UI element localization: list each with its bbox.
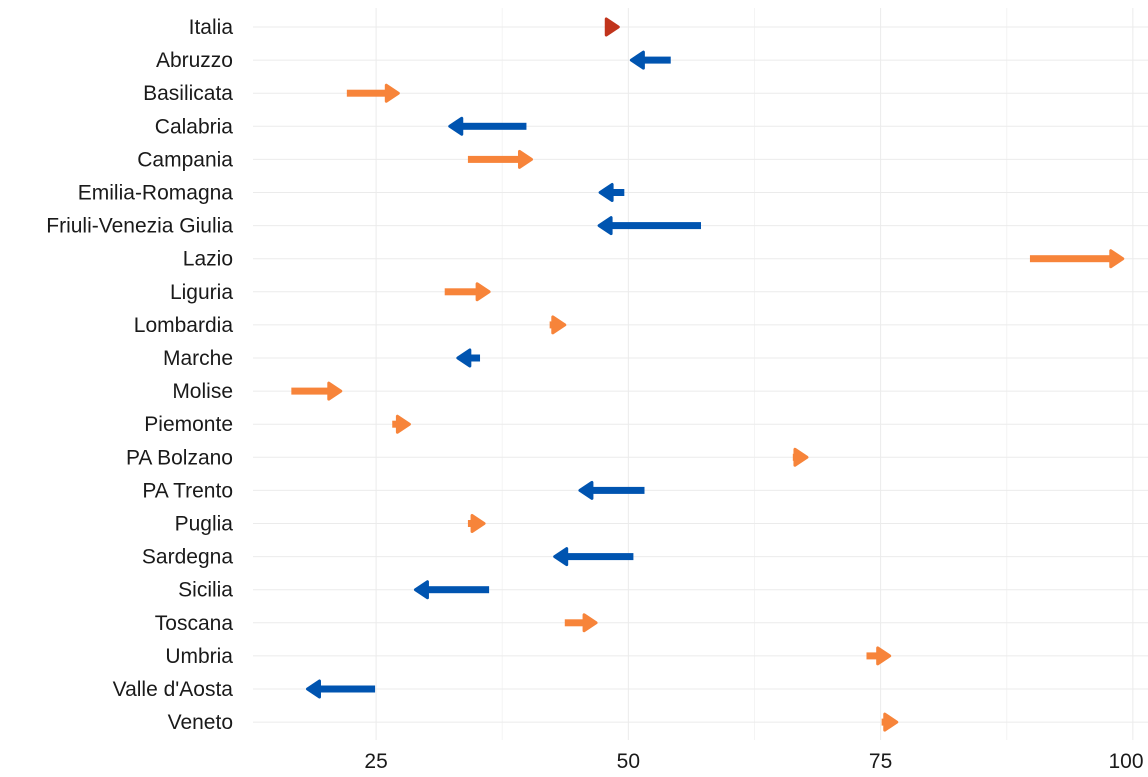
arrow-shaft: [444, 288, 478, 296]
category-label: Marche: [163, 347, 233, 370]
arrow-shaft: [427, 586, 490, 594]
arrow-shaft: [346, 89, 387, 97]
arrow-head: [456, 348, 472, 368]
category-label: Piemonte: [144, 413, 233, 436]
arrow-liguria: [444, 282, 491, 302]
arrow-shaft: [611, 222, 702, 230]
arrow-molise: [291, 381, 343, 401]
arrow-shaft: [643, 56, 671, 64]
category-label: Lazio: [183, 248, 233, 271]
arrow-shaft: [467, 520, 473, 527]
arrow-sardegna: [553, 547, 634, 567]
arrow-lombardia: [549, 315, 567, 335]
arrows: [291, 17, 1125, 732]
category-label: Puglia: [175, 513, 234, 536]
arrow-head: [395, 414, 411, 434]
arrow-shaft: [467, 155, 520, 163]
x-tick-label: 75: [869, 750, 892, 773]
arrow-head: [413, 580, 429, 600]
arrow-head: [578, 480, 594, 500]
category-label: Abruzzo: [156, 49, 233, 72]
arrow-head: [384, 83, 400, 103]
arrow-head: [876, 646, 892, 666]
category-label: Veneto: [168, 711, 233, 734]
arrow-shaft: [1029, 255, 1111, 263]
arrow-head: [470, 514, 486, 533]
x-tick-label: 25: [364, 750, 387, 773]
arrow-head: [1109, 249, 1125, 269]
category-label: PA Trento: [142, 479, 233, 502]
category-label: Toscana: [155, 612, 234, 635]
arrow-shaft: [461, 122, 527, 130]
arrow-basilicata: [346, 83, 400, 103]
grid: [253, 8, 1148, 740]
arrow-head: [517, 149, 533, 169]
category-label: Italia: [189, 16, 234, 39]
category-label: Sicilia: [178, 579, 233, 602]
arrow-friuli-venezia-giulia: [597, 216, 702, 236]
arrow-head: [598, 183, 614, 202]
x-tick-label: 100: [1108, 750, 1143, 773]
arrow-italia: [604, 17, 620, 37]
arrow-veneto: [881, 712, 899, 732]
category-label: Calabria: [155, 115, 234, 138]
x-tick-labels: 25 50 75 100: [364, 750, 1143, 773]
arrow-lazio: [1029, 249, 1125, 269]
arrow-head: [629, 50, 645, 70]
arrow-pa-bolzano: [792, 447, 809, 467]
arrow-shaft: [319, 685, 376, 693]
category-label: Molise: [172, 380, 233, 403]
arrow-head: [582, 613, 598, 633]
arrow-head: [553, 547, 569, 567]
category-label: PA Bolzano: [126, 446, 233, 469]
arrow-emilia-romagna: [598, 183, 625, 202]
arrow-pa-trento: [578, 480, 645, 500]
arrow-campania: [467, 149, 533, 169]
arrow-head: [475, 282, 491, 302]
arrow-head: [597, 216, 613, 236]
arrow-valle-d-aosta: [305, 679, 376, 699]
arrow-shaft: [612, 189, 625, 196]
category-label: Campania: [137, 148, 233, 171]
arrow-shaft: [566, 553, 634, 561]
category-label: Lombardia: [134, 314, 234, 337]
arrow-abruzzo: [629, 50, 671, 70]
arrow-marche: [456, 348, 481, 368]
arrow-head: [793, 447, 809, 467]
category-label: Emilia-Romagna: [78, 182, 234, 205]
arrow-shaft: [469, 354, 481, 362]
arrow-shaft: [881, 718, 885, 726]
arrow-piemonte: [392, 414, 411, 434]
category-label: Umbria: [165, 645, 233, 668]
arrow-puglia: [467, 514, 486, 533]
arrow-shaft: [392, 420, 398, 428]
arrow-shaft: [866, 652, 878, 660]
category-label: Liguria: [170, 281, 233, 304]
arrow-shaft: [564, 619, 585, 627]
arrow-calabria: [448, 116, 527, 136]
arrow-head: [551, 315, 567, 335]
category-label: Basilicata: [143, 82, 233, 105]
category-label: Valle d'Aosta: [113, 678, 234, 701]
arrow-head: [604, 17, 620, 37]
arrow-head: [448, 116, 464, 136]
category-labels: Italia Abruzzo Basilicata Calabria Campania E…: [46, 16, 233, 734]
arrow-sicilia: [413, 580, 490, 600]
x-tick-label: 50: [617, 750, 640, 773]
arrow-umbria: [866, 646, 892, 666]
category-label: Sardegna: [142, 546, 233, 569]
category-label: Friuli-Venezia Giulia: [46, 215, 233, 238]
arrow-shaft: [291, 387, 329, 395]
arrow-toscana: [564, 613, 598, 633]
arrow-shaft: [591, 486, 645, 494]
arrow-shaft: [549, 321, 553, 329]
arrow-head: [327, 381, 343, 401]
arrow-head: [883, 712, 899, 732]
arrow-head: [305, 679, 321, 699]
